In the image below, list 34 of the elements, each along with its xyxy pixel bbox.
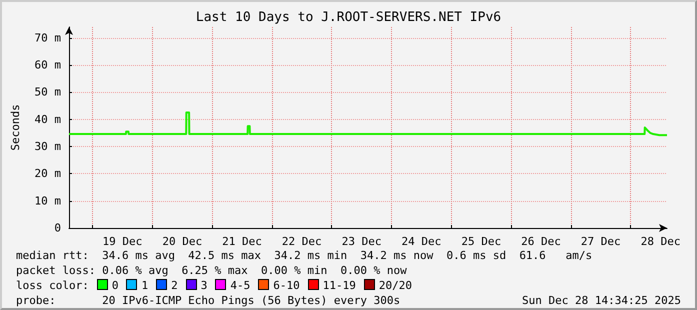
x-tick-label: 21 Dec bbox=[222, 235, 262, 248]
text: 6-10 bbox=[273, 279, 300, 292]
line-series bbox=[68, 112, 668, 136]
x-tick-label: 27 Dec bbox=[580, 235, 621, 248]
x-tick-label: 26 Dec bbox=[521, 235, 561, 248]
text: 0 bbox=[112, 279, 118, 292]
text: 2 bbox=[171, 279, 178, 292]
y-tick-label: 60 m bbox=[34, 58, 62, 72]
text: 20/20 bbox=[378, 279, 412, 292]
y-axis-title: Seconds bbox=[9, 104, 22, 151]
x-tick-label: 25 Dec bbox=[461, 235, 502, 248]
text: probe: 20 IPv6-ICMP Echo Pings (56 Bytes) every 300s bbox=[16, 294, 400, 307]
x-tick-label: 22 Dec bbox=[282, 235, 322, 248]
chart-title: Last 10 Days to J.ROOT-SERVERS.NET IPv6 bbox=[196, 10, 502, 25]
x-tick-label: 23 Dec bbox=[342, 235, 382, 248]
y-tick-label: 70 m bbox=[34, 31, 62, 44]
text: loss color: bbox=[16, 279, 89, 292]
text: median rtt: 34.6 ms avg 42.5 ms max 34.2 ms min 34.2 ms now 0.6 ms sd 61.6 am/s bbox=[16, 249, 592, 262]
x-tick-label: 24 Dec bbox=[402, 235, 442, 248]
x-tick-label: 28 Dec bbox=[640, 235, 680, 248]
x-tick-label: 19 Dec bbox=[102, 235, 142, 248]
x-tick-label: 20 Dec bbox=[162, 235, 202, 248]
text: 4-5 bbox=[230, 279, 250, 292]
text: packet loss: 0.06 % avg 6.25 % max 0.00 % min 0.00 % now bbox=[16, 264, 407, 277]
y-tick-label: 0 bbox=[54, 222, 61, 234]
y-tick-label: 50 m bbox=[34, 86, 62, 99]
text: Sun Dec 28 14:34:25 2025 bbox=[522, 294, 681, 307]
y-tick-label: 20 m bbox=[34, 167, 62, 180]
y-tick-label: 30 m bbox=[34, 140, 62, 154]
text: 11-19 bbox=[322, 279, 356, 292]
text: 3 bbox=[200, 279, 208, 292]
text: 1 bbox=[141, 279, 148, 292]
y-tick-label: 40 m bbox=[34, 112, 62, 126]
y-tick-label: 10 m bbox=[34, 194, 62, 208]
